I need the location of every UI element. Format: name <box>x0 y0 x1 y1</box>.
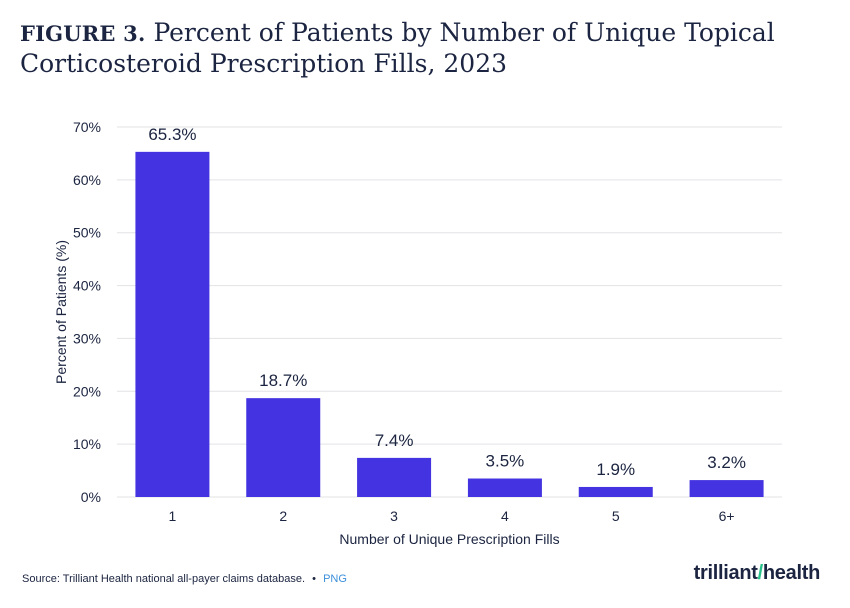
bar <box>689 480 764 497</box>
source-text: Source: Trilliant Health national all-pa… <box>22 573 306 585</box>
x-tick-label: 2 <box>279 508 287 524</box>
x-tick-label: 5 <box>612 508 620 524</box>
data-label: 3.5% <box>486 452 525 471</box>
y-tick-label: 60% <box>73 172 101 188</box>
figure-label: FIGURE 3. <box>20 21 146 46</box>
y-tick-label: 0% <box>81 489 101 505</box>
x-tick-label: 4 <box>501 508 509 524</box>
x-tick-label: 1 <box>169 508 177 524</box>
bar <box>467 478 542 497</box>
figure-title-text: Percent of Patients by Number of Unique … <box>20 18 775 78</box>
data-label: 7.4% <box>375 431 414 450</box>
data-label: 3.2% <box>707 453 746 472</box>
bar <box>578 486 653 497</box>
y-tick-label: 20% <box>73 383 101 399</box>
logo-text-2: health <box>762 562 820 584</box>
data-label: 18.7% <box>259 371 307 390</box>
bar-chart: 0% 10% 20% 30% 40% 50% 60% 70% 65.3% 1 18.7% 2 7.4% 3… <box>53 119 782 547</box>
x-tick-label: 3 <box>390 508 398 524</box>
source-note: Source: Trilliant Health national all-pa… <box>22 573 347 585</box>
data-label: 65.3% <box>148 125 196 144</box>
y-tick-label: 40% <box>73 278 101 294</box>
figure-title: FIGURE 3. Percent of Patients by Number … <box>20 18 780 79</box>
separator-dot: • <box>312 573 317 585</box>
y-tick-label: 50% <box>73 225 101 241</box>
logo-mark-icon: / <box>757 562 764 584</box>
bar <box>135 151 210 498</box>
data-label: 1.9% <box>596 460 635 479</box>
bar <box>357 457 432 497</box>
y-tick-label: 30% <box>73 330 101 346</box>
x-axis-label: Number of Unique Prescription Fills <box>339 531 559 547</box>
y-axis-label: Percent of Patients (%) <box>53 240 69 384</box>
png-link[interactable]: PNG <box>323 573 347 585</box>
y-tick-label: 10% <box>73 436 101 452</box>
trilliant-health-logo: trilliant/health <box>693 562 821 585</box>
y-tick-label: 70% <box>73 119 101 135</box>
bar <box>246 398 321 497</box>
x-tick-label: 6+ <box>719 508 735 524</box>
logo-text-1: trilliant <box>693 562 758 584</box>
